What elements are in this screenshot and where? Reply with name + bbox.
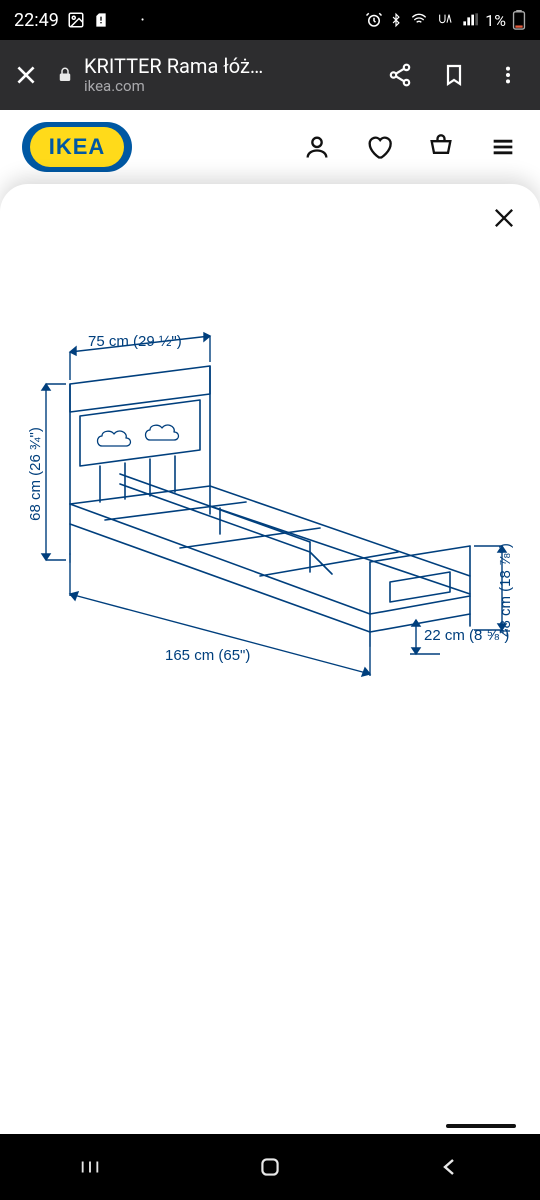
- battery-icon: [512, 10, 526, 30]
- dim-length-bottom: 165 cm (65"): [165, 647, 250, 664]
- bluetooth-icon: [389, 11, 403, 29]
- recents-button[interactable]: [50, 1147, 130, 1187]
- dim-height-left: 68 cm (26 ¾"): [27, 427, 44, 521]
- share-button[interactable]: [376, 51, 424, 99]
- signal-icon: [461, 12, 479, 28]
- sheet-handle[interactable]: [446, 1124, 516, 1128]
- home-button[interactable]: [230, 1147, 310, 1187]
- wifi-icon: [409, 12, 429, 28]
- back-button[interactable]: [410, 1147, 490, 1187]
- dimensions-modal: 75 cm (29 ½") 68 cm (26 ¾") 165 cm (65")…: [0, 184, 540, 1134]
- dim-height-right: 48 cm (18 ⅞"): [497, 543, 514, 637]
- more-menu-button[interactable]: [484, 51, 532, 99]
- bed-dimensions-svg: 75 cm (29 ½") 68 cm (26 ¾") 165 cm (65")…: [10, 324, 530, 684]
- wishlist-button[interactable]: [364, 132, 394, 162]
- modal-close-button[interactable]: [484, 198, 524, 238]
- ikea-header: IKEA: [0, 110, 540, 184]
- android-navbar: [0, 1134, 540, 1200]
- status-left: 22:49 •: [14, 10, 144, 31]
- ikea-logo-text: IKEA: [49, 134, 106, 160]
- bookmark-button[interactable]: [430, 51, 478, 99]
- status-time: 22:49: [14, 10, 59, 31]
- product-diagram: 75 cm (29 ½") 68 cm (26 ¾") 165 cm (65")…: [0, 324, 540, 684]
- alarm-icon: [365, 11, 383, 29]
- sim-alert-icon: [93, 11, 109, 29]
- download-icon: [117, 11, 133, 29]
- page-domain: ikea.com: [84, 78, 370, 95]
- page-content: IKEA: [0, 110, 540, 1134]
- volte-icon: [435, 12, 455, 28]
- image-icon: [67, 11, 85, 29]
- cart-button[interactable]: [426, 132, 456, 162]
- page-title-wrap[interactable]: KRITTER Rama łóż… ikea.com: [82, 55, 370, 95]
- page-title: KRITTER Rama łóż…: [84, 55, 370, 78]
- status-right: 1%: [365, 10, 526, 30]
- dot-icon: •: [141, 15, 144, 26]
- close-tab-button[interactable]: [4, 53, 48, 97]
- ikea-header-actions: [302, 132, 518, 162]
- battery-percent: 1%: [485, 11, 506, 30]
- dim-width-top: 75 cm (29 ½"): [88, 333, 182, 350]
- menu-button[interactable]: [488, 132, 518, 162]
- account-button[interactable]: [302, 132, 332, 162]
- browser-chrome: KRITTER Rama łóż… ikea.com: [0, 40, 540, 110]
- status-bar: 22:49 •: [0, 0, 540, 40]
- ikea-logo[interactable]: IKEA: [22, 122, 132, 172]
- lock-icon: [54, 66, 76, 84]
